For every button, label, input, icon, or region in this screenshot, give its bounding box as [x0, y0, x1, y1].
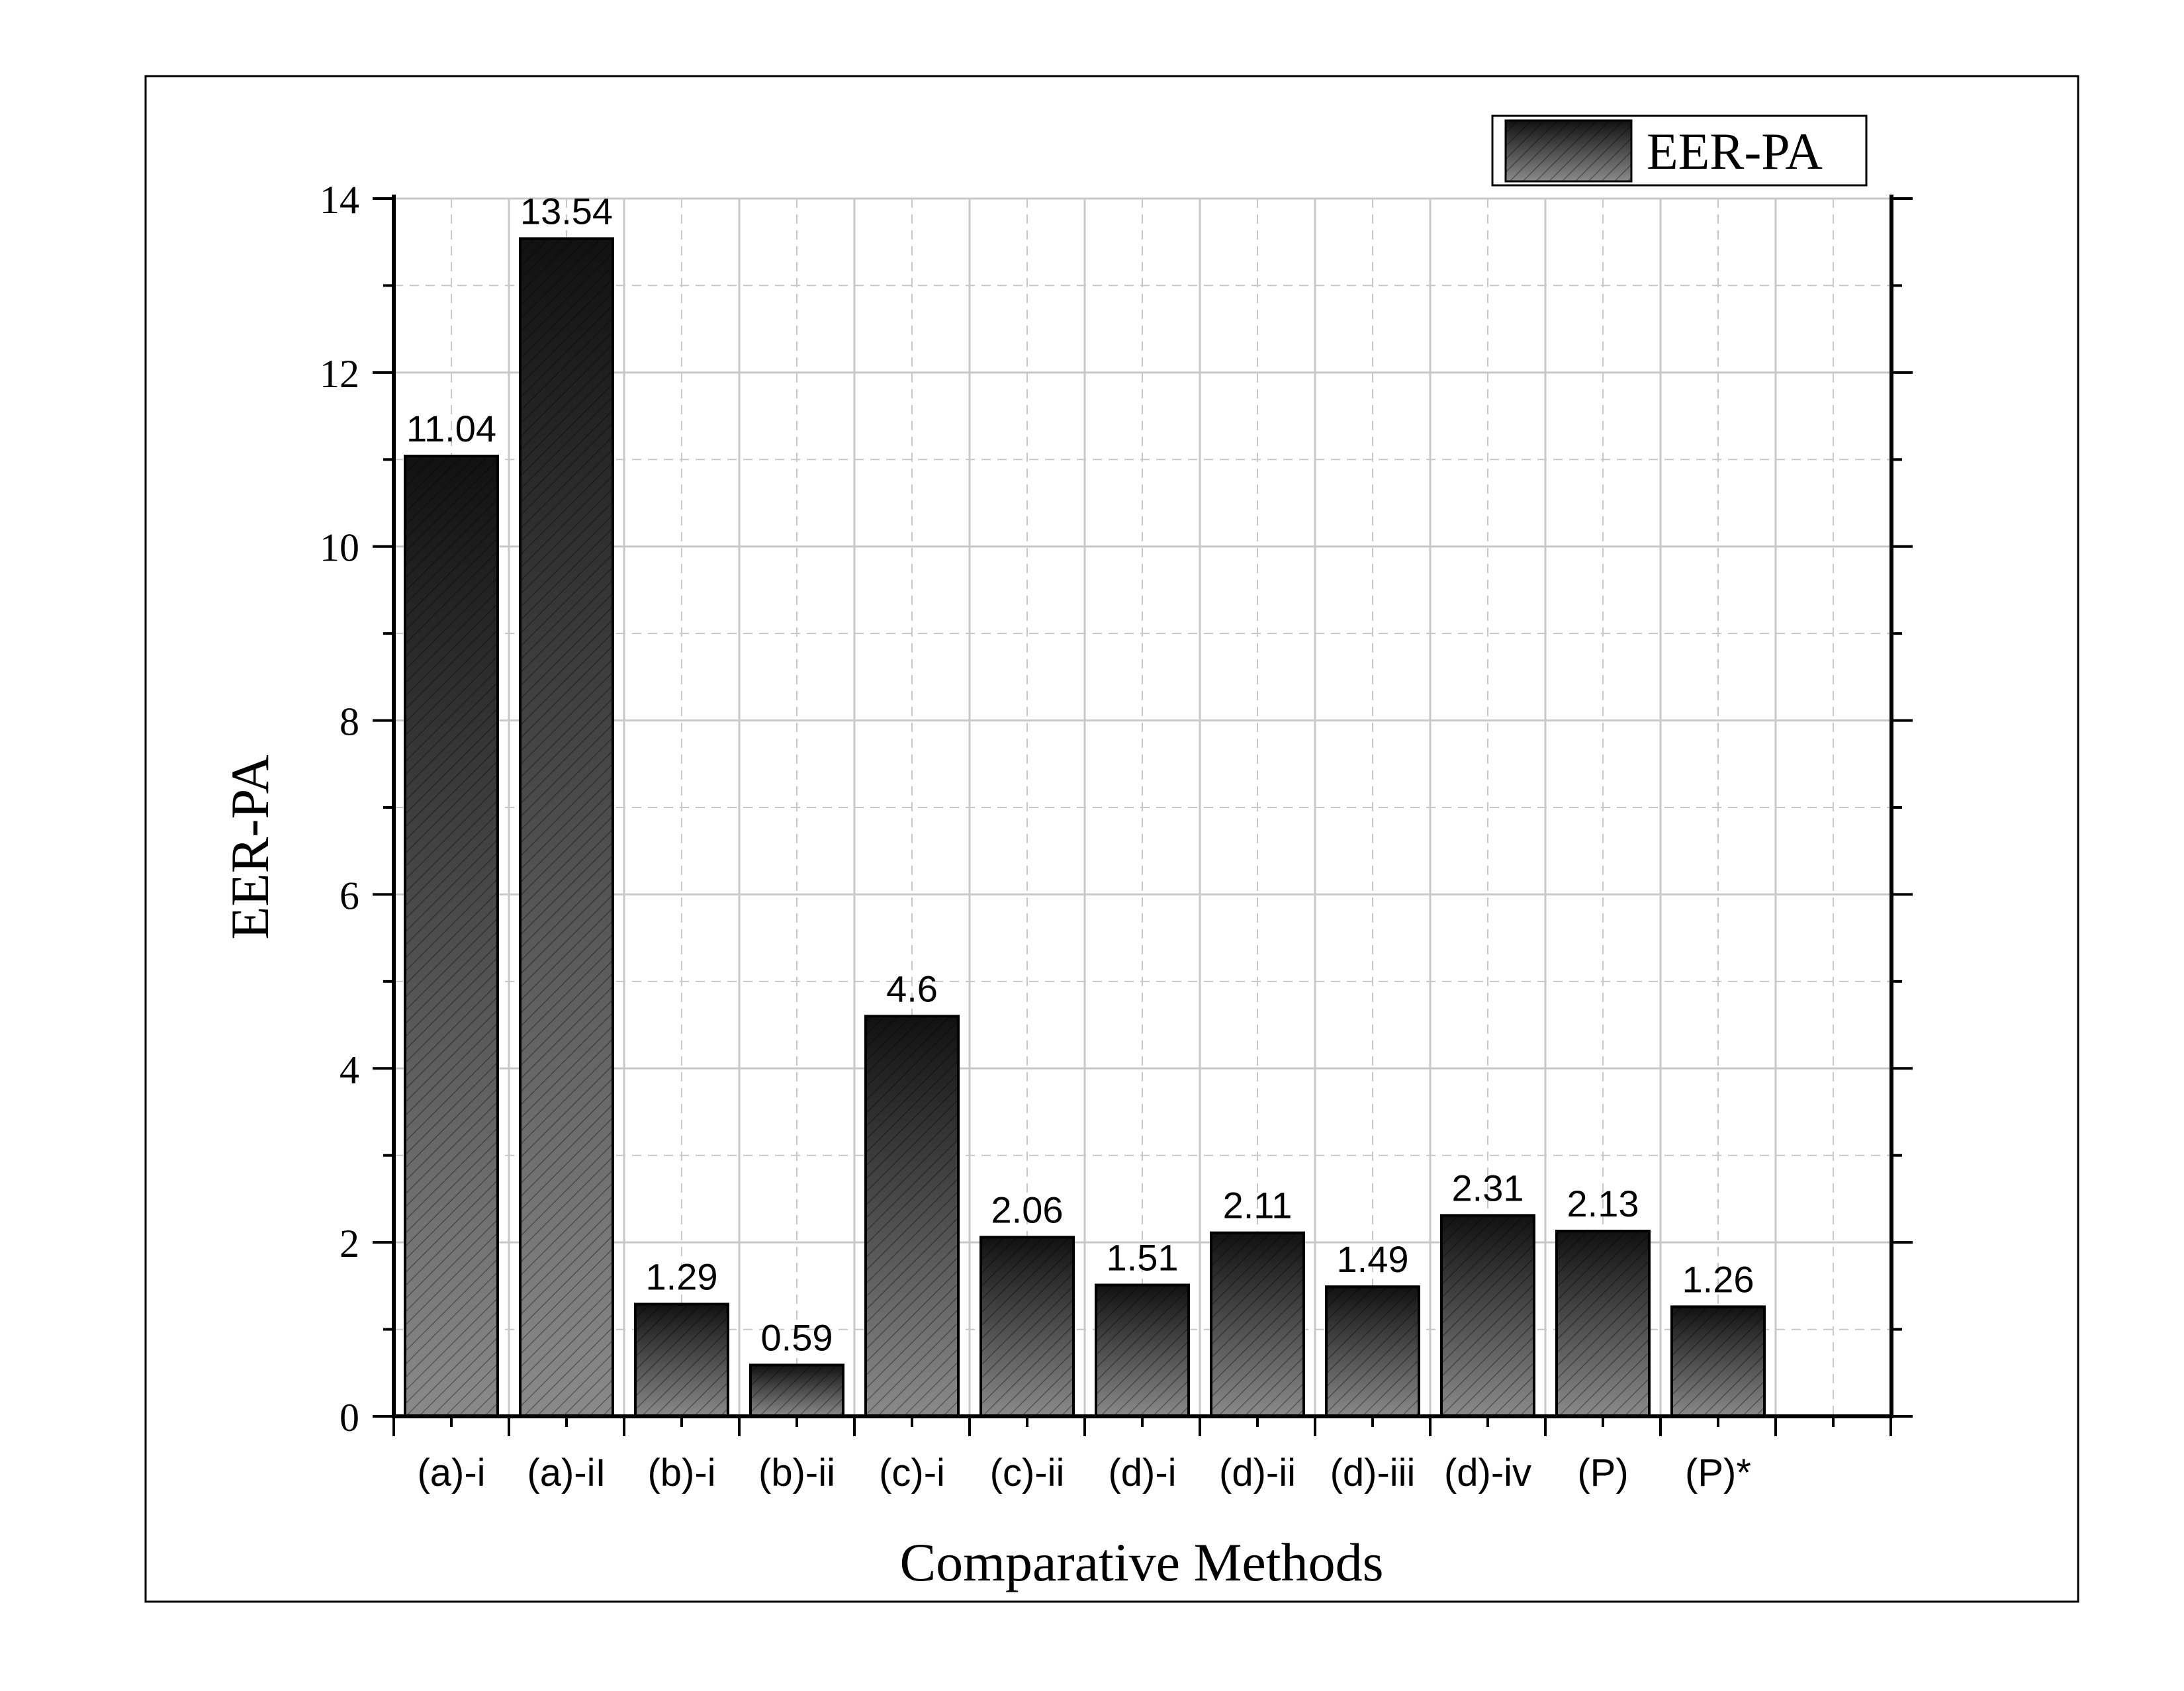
bar-outline: [1095, 1283, 1190, 1418]
bar: [1555, 1230, 1651, 1418]
data-label: 1.51: [1107, 1237, 1179, 1279]
x-tick-label: (c)-ii: [990, 1451, 1065, 1494]
y-tick-label: 12: [320, 352, 359, 396]
x-tick-label: (a)-i: [417, 1451, 485, 1494]
bar: [1440, 1214, 1535, 1418]
bar: [1670, 1305, 1766, 1418]
y-tick-label: 6: [340, 874, 359, 917]
y-tick-label: 10: [320, 526, 359, 570]
data-label: 2.06: [991, 1189, 1064, 1230]
data-label: 11.04: [406, 408, 496, 449]
data-label: 0.59: [761, 1316, 833, 1358]
x-tick-label: (d)-iv: [1444, 1451, 1531, 1494]
y-tick-label: 8: [340, 700, 359, 744]
x-tick-label: (c)-i: [879, 1451, 945, 1494]
grid: [394, 197, 1891, 1416]
data-label: 1.29: [646, 1256, 718, 1297]
bar-outline: [1325, 1285, 1420, 1418]
bar-outline: [1440, 1214, 1535, 1418]
x-tick-label: (d)-iii: [1330, 1451, 1416, 1494]
bar-outline: [864, 1015, 960, 1418]
axes: [373, 195, 1913, 1436]
bar-outline: [519, 237, 614, 1418]
data-label: 13.54: [520, 190, 613, 232]
bar: [519, 237, 614, 1418]
data-label: 1.26: [1682, 1258, 1754, 1300]
y-tick-label: 4: [340, 1048, 359, 1091]
bar-outline: [1670, 1305, 1766, 1418]
x-tick-label: (a)-iI: [527, 1451, 606, 1494]
y-tick-label: 0: [340, 1396, 359, 1440]
bar-outline: [1555, 1230, 1651, 1418]
bar: [634, 1303, 729, 1418]
bar-outline: [634, 1303, 729, 1418]
legend: EER-PA: [1491, 114, 1868, 187]
bar: [749, 1363, 844, 1418]
x-tick-label: (d)-ii: [1219, 1451, 1296, 1494]
legend-label: EER-PA: [1647, 122, 1823, 180]
bar: [864, 1015, 960, 1418]
x-tick-label: (P): [1577, 1451, 1628, 1494]
bar-outline: [979, 1236, 1075, 1418]
bar-outline: [1210, 1231, 1305, 1418]
data-label: 1.49: [1337, 1238, 1409, 1280]
bar-outline: [749, 1363, 844, 1418]
x-tick-label: (b)-ii: [758, 1451, 835, 1494]
data-label: 4.6: [886, 968, 938, 1009]
bar: [1325, 1285, 1420, 1418]
bar: [1210, 1231, 1305, 1418]
bar: [1095, 1283, 1190, 1418]
data-label: 2.13: [1567, 1183, 1639, 1224]
y-tick-label: 2: [340, 1222, 359, 1265]
bar-outline: [404, 455, 499, 1418]
y-axis-label: EER-PA: [220, 754, 280, 939]
legend-swatch-hatch: [1506, 120, 1631, 181]
y-tick-label: 14: [320, 178, 359, 222]
x-tick-label: (d)-i: [1108, 1451, 1176, 1494]
x-tick-label: (b)-i: [647, 1451, 715, 1494]
bars: [404, 237, 1766, 1418]
data-label: 2.31: [1452, 1167, 1524, 1209]
tick-labels: 11.04 13.54 1.29 0.59 4.6 2.06 1.51 2.11 1.49 2.3…: [320, 178, 1754, 1494]
x-axis-label: Comparative Methods: [899, 1532, 1383, 1592]
x-tick-label: (P)*: [1685, 1451, 1751, 1494]
bar: [404, 455, 499, 1418]
bar: [979, 1236, 1075, 1418]
data-label: 2.11: [1223, 1185, 1293, 1226]
